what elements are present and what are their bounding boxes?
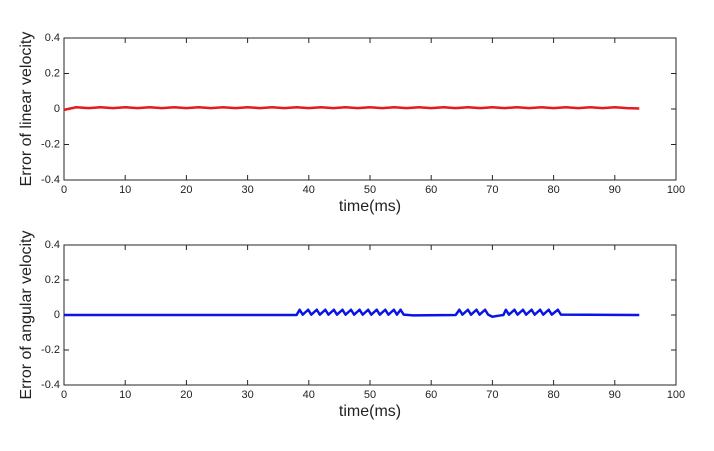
x-tick-label: 80 <box>547 389 559 401</box>
x-tick-label: 10 <box>119 184 131 196</box>
line-series <box>63 105 640 112</box>
axes-box <box>63 37 677 181</box>
x-tick-label: 20 <box>180 389 192 401</box>
y-tick-label: 0.2 <box>45 67 60 79</box>
x-tick-label: 10 <box>119 389 131 401</box>
y-tick-label: -0.2 <box>41 344 60 356</box>
y-tick-label: 0 <box>54 103 60 115</box>
x-axis-label: time(ms) <box>339 198 401 215</box>
y-tick-label: -0.4 <box>41 174 60 186</box>
x-tick-label: 70 <box>486 184 498 196</box>
x-tick-label: 100 <box>667 184 685 196</box>
x-tick-label: 60 <box>425 389 437 401</box>
x-axis-label: time(ms) <box>339 403 401 420</box>
y-tick-label: -0.4 <box>41 379 60 391</box>
y-axis-label: Error of linear velocity <box>18 32 35 187</box>
x-tick-label: 0 <box>61 184 67 196</box>
x-tick-label: 70 <box>486 389 498 401</box>
y-tick-label: 0.4 <box>45 32 60 44</box>
x-tick-label: 50 <box>364 389 376 401</box>
x-tick-label: 30 <box>241 389 253 401</box>
x-tick-label: 30 <box>241 184 253 196</box>
x-tick-label: 0 <box>61 389 67 401</box>
y-tick-label: 0.4 <box>45 239 60 251</box>
line-series <box>64 308 640 318</box>
x-tick-label: 90 <box>609 184 621 196</box>
x-tick-label: 40 <box>303 389 315 401</box>
x-tick-label: 60 <box>425 184 437 196</box>
y-axis-label: Error of angular velocity <box>18 231 35 400</box>
x-tick-label: 90 <box>609 389 621 401</box>
x-tick-label: 50 <box>364 184 376 196</box>
x-tick-label: 80 <box>547 184 559 196</box>
y-tick-label: 0.2 <box>45 274 60 286</box>
y-tick-label: -0.2 <box>41 138 60 150</box>
y-tick-label: 0 <box>54 309 60 321</box>
x-tick-label: 100 <box>667 389 685 401</box>
x-tick-label: 20 <box>180 184 192 196</box>
x-tick-label: 40 <box>303 184 315 196</box>
